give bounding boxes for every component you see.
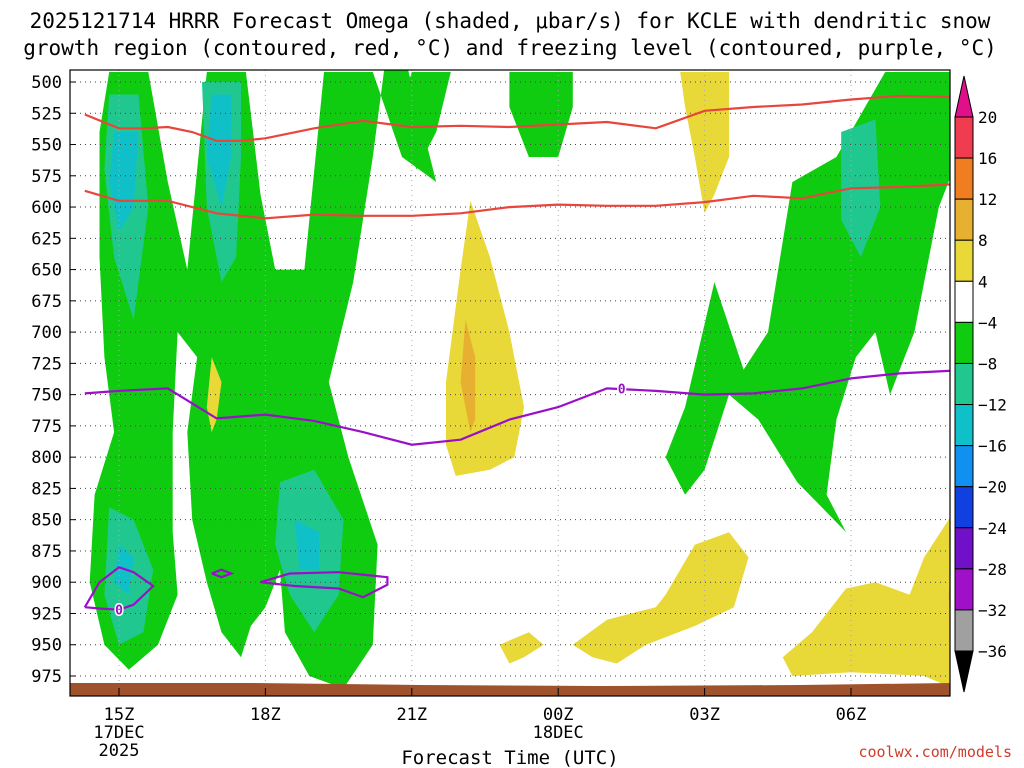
- x-tick-label-18Z: 18Z: [250, 705, 281, 725]
- grid: [70, 70, 950, 696]
- colorbar-label-7: −12: [978, 396, 1007, 415]
- y-tick-label-625: 625: [31, 229, 62, 249]
- freezing-level-closed_2: [260, 571, 389, 599]
- colorbar-swatch-4: [954, 280, 974, 323]
- y-tick-label-675: 675: [31, 292, 62, 312]
- colorbar-swatch-1: [954, 157, 974, 200]
- y-tick-label-575: 575: [31, 167, 62, 187]
- x-tick-label-15Z: 15Z: [104, 705, 135, 725]
- x-tick-sub1-00Z: 18DEC: [533, 723, 584, 743]
- colorbar-top-triangle: [954, 75, 974, 118]
- omega-region-19: [460, 319, 476, 433]
- colorbar-swatch-9: [954, 486, 974, 529]
- colorbar-label-11: −28: [978, 560, 1007, 579]
- surface-terrain: [70, 683, 950, 696]
- y-tick-label-700: 700: [31, 323, 62, 343]
- colorbar-label-12: −32: [978, 601, 1007, 620]
- freezing-label-0: 0: [618, 382, 626, 397]
- freezing-level-closed_3: [211, 568, 235, 579]
- omega-region-2: [397, 72, 451, 170]
- omega-region-16: [499, 632, 544, 664]
- y-tick-label-525: 525: [31, 104, 62, 124]
- colorbar-label-10: −24: [978, 519, 1007, 538]
- omega-region-12: [294, 519, 320, 570]
- colorbar-label-9: −20: [978, 478, 1007, 497]
- colorbar-swatch-11: [954, 568, 974, 611]
- colorbar-swatch-10: [954, 527, 974, 570]
- y-tick-label-750: 750: [31, 386, 62, 406]
- y-tick-label-725: 725: [31, 354, 62, 374]
- surface: [70, 683, 950, 696]
- y-tick-label-850: 850: [31, 511, 62, 531]
- x-tick-label-03Z: 03Z: [689, 705, 720, 725]
- x-tick-sub2-15Z: 2025: [99, 741, 140, 761]
- y-tick-label-825: 825: [31, 479, 62, 499]
- colorbar-label-1: 16: [978, 149, 997, 168]
- chart-title-line-1: 2025121714 HRRR Forecast Omega (shaded, …: [30, 9, 991, 33]
- freezing-level-main: [84, 369, 950, 446]
- colorbar-label-5: −4: [978, 313, 997, 332]
- colorbar-swatch-6: [954, 362, 974, 406]
- y-tick-label-900: 900: [31, 573, 62, 593]
- colorbar-swatch-7: [954, 404, 974, 447]
- contours: 00: [83, 94, 950, 620]
- y-axis: 500 525 550 575 600 625 650 675 700 725 750 775 800 8…: [31, 73, 76, 687]
- x-axis-label: Forecast Time (UTC): [401, 747, 618, 768]
- y-tick-label-775: 775: [31, 417, 62, 437]
- y-tick-label-550: 550: [31, 136, 62, 156]
- dgz-contour-1: [84, 183, 950, 220]
- omega-region-10: [206, 94, 232, 208]
- colorbar-swatch-3: [954, 239, 974, 282]
- x-tick-label-21Z: 21Z: [396, 705, 427, 725]
- colorbar-bottom-triangle: [954, 650, 974, 693]
- colorbar-label-6: −8: [978, 354, 997, 373]
- dgz-contour-0: [84, 94, 950, 142]
- omega-region-0: [89, 70, 437, 689]
- colorbar-label-3: 8: [978, 231, 988, 250]
- omega-region-1: [509, 72, 573, 157]
- x-tick-label-06Z: 06Z: [836, 705, 867, 725]
- colorbar-swatch-0: [954, 116, 974, 159]
- freezing-label-1: 0: [115, 604, 123, 619]
- omega-region-9: [109, 132, 139, 233]
- colorbar-label-4: 4: [978, 272, 988, 291]
- colorbar-swatch-5: [954, 321, 974, 364]
- y-tick-label-500: 500: [31, 73, 62, 93]
- colorbar: 20 16 12 8 4 −4 −8 −12 −16 −20 −24 −28 −32 −36: [954, 75, 1007, 693]
- y-tick-label-875: 875: [31, 542, 62, 562]
- colorbar-swatch-12: [954, 609, 974, 652]
- plot-area: 00: [70, 70, 950, 696]
- omega-region-15: [680, 72, 729, 214]
- x-tick-label-00Z: 00Z: [543, 705, 574, 725]
- colorbar-label-2: 12: [978, 190, 997, 209]
- colorbar-label-0: 20: [978, 108, 997, 127]
- x-tick-sub1-15Z: 17DEC: [93, 723, 144, 743]
- omega-region-18: [782, 517, 950, 688]
- colorbar-label-13: −36: [978, 642, 1007, 661]
- y-tick-label-650: 650: [31, 261, 62, 281]
- y-tick-label-800: 800: [31, 448, 62, 468]
- plot-frame: [69, 69, 951, 697]
- freezing-level-closed_1: [83, 565, 155, 611]
- credit-text: coolwx.com/models: [858, 743, 1012, 761]
- colorbar-swatch-8: [954, 445, 974, 488]
- colorbar-label-8: −16: [978, 437, 1007, 456]
- y-tick-label-975: 975: [31, 667, 62, 687]
- chart-title-line-2: growth region (contoured, red, °C) and f…: [23, 36, 997, 60]
- y-tick-label-600: 600: [31, 198, 62, 218]
- colorbar-swatch-2: [954, 198, 974, 241]
- y-tick-label-950: 950: [31, 636, 62, 656]
- y-tick-label-925: 925: [31, 604, 62, 624]
